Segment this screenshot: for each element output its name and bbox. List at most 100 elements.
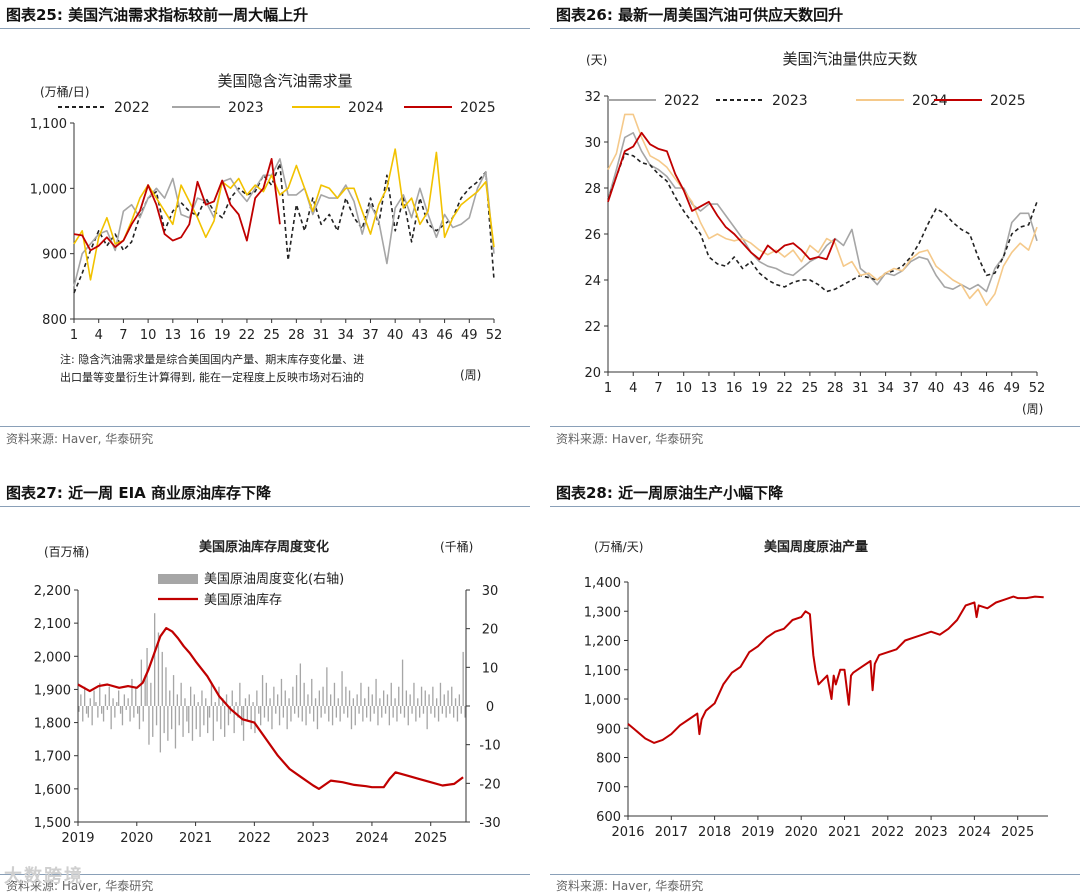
inventory-change-bar [354,706,356,726]
x-tick-label: 43 [953,381,970,396]
inventory-change-bar [155,706,158,726]
production-line [627,595,1044,744]
y-tick-label: 900 [42,248,67,263]
y-tick-label: 22 [584,320,601,335]
inventory-change-bar [411,706,413,714]
inventory-change-bar [388,706,391,726]
inventory-change-bar [371,694,373,706]
y-tick-label: 1,100 [30,117,67,132]
source-note: 资料来源: Haver, 华泰研究 [6,432,154,446]
inventory-change-bar [424,690,426,706]
inventory-change-bar [144,675,146,706]
x-tick-label: 7 [654,381,662,396]
inventory-change-bar [246,706,249,722]
chart-title: 美国汽油量供应天数 [782,50,917,68]
right-y-tick-label: 0 [486,700,494,715]
chart-footnote: 出口量等变量衍生计算得到, 能在一定程度上反映市场对石油的 [60,370,364,384]
inventory-change-bar [449,706,451,714]
left-y-tick-label: 1,500 [34,816,71,831]
inventory-change-bar [180,682,182,706]
inventory-change-bar [324,706,326,714]
inventory-change-bar [313,706,315,722]
x-tick-label: 34 [877,381,894,396]
panel-chart-28: 图表28: 近一周原油生产小幅下降 600 700 800 900 1,000 1,100… [550,478,1080,894]
inventory-change-bar [348,690,351,706]
inventory-change-bar [161,651,163,706]
x-tick-label: 2022 [238,831,271,846]
footer-divider [0,874,530,875]
y-tick-label: 1,000 [584,693,621,708]
x-tick-label: 16 [726,381,743,396]
inventory-change-bar [205,698,207,706]
chart-gasoline-demand: 800 900 1,000 1,100 1 4 7 10 13 16 19 22 25 28 31 34 37 4… [30,72,502,384]
right-y-tick-label: -10 [479,739,500,754]
inventory-change-bar [409,694,411,706]
inventory-change-bar [112,698,114,706]
inventory-change-bar [453,706,455,718]
inventory-change-bar [121,706,124,726]
chart-footnote: 注: 隐含汽油需求量是综合美国国内产量、期末库存变化量、进 [60,352,364,366]
inventory-change-bar [165,667,167,706]
x-tick-label: 1 [604,381,612,396]
x-tick-label: 2019 [741,825,774,840]
inventory-change-bar [286,706,288,730]
x-tick-label: 19 [214,328,231,343]
inventory-change-bar [430,706,432,714]
inventory-change-bar [254,706,256,734]
source-note: 资料来源: Haver, 华泰研究 [6,879,154,893]
legend-label-2024: 2024 [912,93,948,109]
left-y-tick-label: 1,700 [34,750,71,765]
legend-label-2022: 2022 [114,100,150,116]
inventory-change-bar [347,706,349,718]
x-tick-label: 13 [701,381,718,396]
x-tick-label: 4 [95,328,103,343]
panel-chart-26: 图表26: 最新一周美国汽油可供应天数回升 20 22 24 26 28 30 32 1 4 7 1… [550,0,1080,450]
inventory-change-bar [343,706,345,714]
inventory-change-bar [101,706,103,714]
left-y-tick-label: 2,200 [34,584,71,599]
inventory-change-bar [188,706,190,734]
inventory-change-bar [150,682,152,706]
inventory-change-bar [419,706,421,718]
inventory-change-bar [331,706,334,726]
x-tick-label: 1 [70,328,78,343]
inventory-change-bar [214,702,216,706]
x-tick-label: 37 [903,381,920,396]
y-tick-label: 30 [584,136,601,151]
left-y-tick-label: 1,600 [34,783,71,798]
panel-chart-27: 图表27: 近一周 EIA 商业原油库存下降 1,500 1,600 1,700 1,… [0,478,530,894]
inventory-change-bar [154,613,156,706]
inventory-change-bar [133,706,135,718]
inventory-change-bar [316,706,319,730]
watermark-logo: 大数跨境 [4,866,84,887]
x-axis-unit-label: (周) [460,368,481,382]
inventory-change-bar [277,694,279,706]
inventory-change-bar [269,698,271,706]
inventory-change-bar [85,706,88,714]
series-line-2022 [607,132,1038,293]
inventory-change-bar [299,663,302,706]
inventory-change-bar [244,698,247,706]
inventory-change-bar [390,682,392,706]
inventory-change-bar [305,706,307,726]
inventory-change-bar [263,706,266,718]
inventory-change-bar [303,682,305,706]
inventory-change-bar [295,675,298,706]
inventory-change-bar [364,698,366,706]
x-tick-label: 43 [412,328,429,343]
inventory-change-bar [407,706,409,726]
inventory-change-bar [235,702,237,706]
series-line-2022 [73,162,495,294]
x-tick-label: 2025 [1001,825,1034,840]
inventory-change-bar [301,706,303,722]
x-tick-label: 46 [978,381,995,396]
inventory-change-bar [337,698,339,706]
x-tick-label: 2021 [179,831,212,846]
legend-label-2025: 2025 [460,100,496,116]
inventory-change-bar [127,698,129,706]
legend-label-2024: 2024 [348,100,384,116]
inventory-change-bar [367,686,370,706]
inventory-change-bar [280,678,283,706]
inventory-level-line [77,626,464,790]
inventory-change-bar [377,706,379,726]
